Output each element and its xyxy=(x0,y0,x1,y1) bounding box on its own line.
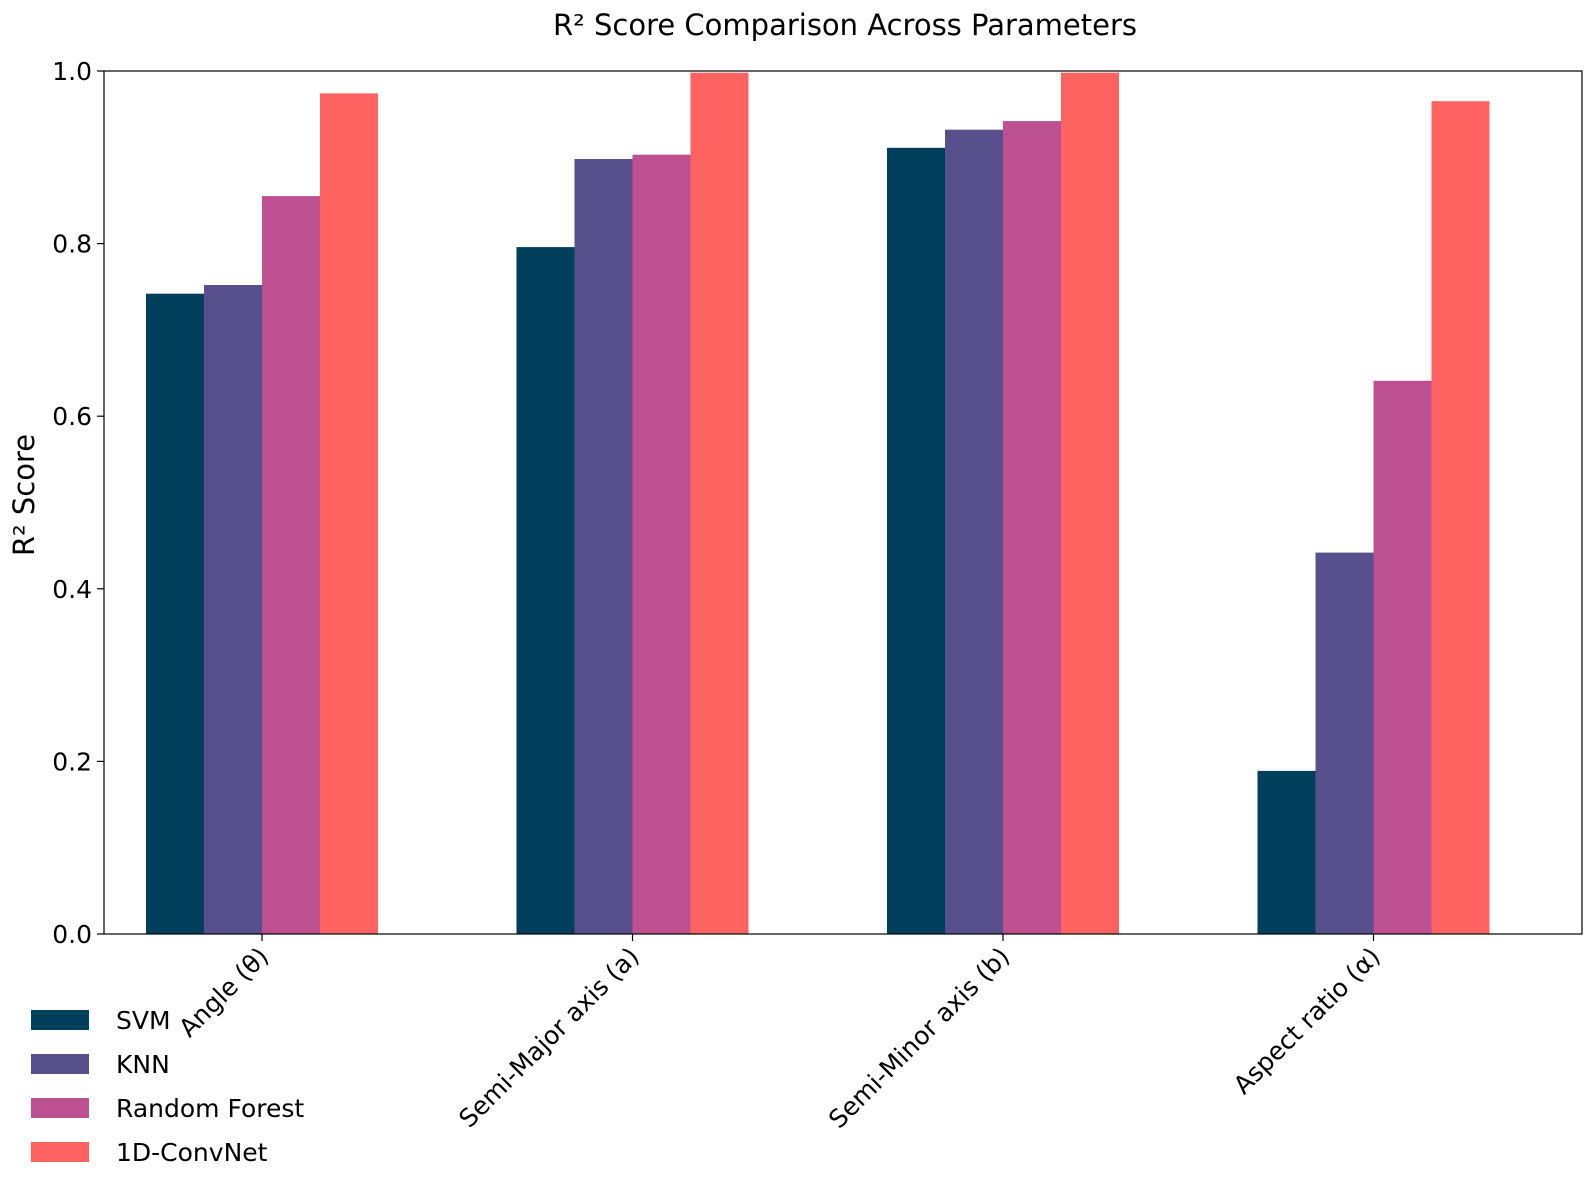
legend-label: KNN xyxy=(116,1050,170,1079)
bar-svm-1 xyxy=(516,247,575,935)
x-tick-label: Aspect ratio (α) xyxy=(1228,942,1386,1100)
legend-swatch xyxy=(31,1054,89,1074)
y-axis-label: R² Score xyxy=(7,434,41,556)
bar-svm-0 xyxy=(146,293,204,934)
legend-swatch xyxy=(31,1010,89,1030)
y-tick-label: 0.4 xyxy=(52,575,92,604)
bar-random-forest-1 xyxy=(632,154,691,934)
legend: SVM KNN Random Forest 1D-ConvNet xyxy=(31,1006,304,1167)
chart-title: R² Score Comparison Across Parameters xyxy=(553,8,1137,42)
plot-frame xyxy=(103,70,1583,935)
bar-knn-3 xyxy=(1315,552,1374,934)
bar-knn-1 xyxy=(574,159,633,934)
bar-knn-0 xyxy=(204,285,262,934)
x-tick-label: Angle (θ) xyxy=(173,942,274,1043)
y-tick-label: 0.0 xyxy=(52,920,92,949)
x-tick-label: Semi-Minor axis (b) xyxy=(823,942,1015,1134)
legend-label: Random Forest xyxy=(116,1094,304,1123)
bar-1d-convnet-2 xyxy=(1061,72,1119,934)
y-tick-label: 1.0 xyxy=(52,57,92,86)
legend-swatch xyxy=(31,1098,89,1118)
legend-label: SVM xyxy=(116,1006,171,1035)
y-tick-label: 0.6 xyxy=(52,402,92,431)
x-tick-label: Semi-Major axis (a) xyxy=(453,942,644,1133)
y-tick-label: 0.2 xyxy=(52,747,92,776)
bar-knn-2 xyxy=(945,129,1003,934)
bar-random-forest-0 xyxy=(262,196,320,935)
bar-random-forest-2 xyxy=(1003,121,1061,935)
legend-label: 1D-ConvNet xyxy=(116,1138,268,1167)
bar-1d-convnet-1 xyxy=(690,72,749,934)
legend-swatch xyxy=(31,1142,89,1162)
bar-svm-2 xyxy=(887,147,945,935)
y-tick-label: 0.8 xyxy=(52,230,92,259)
bar-random-forest-3 xyxy=(1373,380,1432,934)
bars-group xyxy=(146,72,1490,935)
bar-svm-3 xyxy=(1257,770,1316,934)
bar-1d-convnet-3 xyxy=(1431,101,1490,934)
bar-1d-convnet-0 xyxy=(320,93,378,934)
